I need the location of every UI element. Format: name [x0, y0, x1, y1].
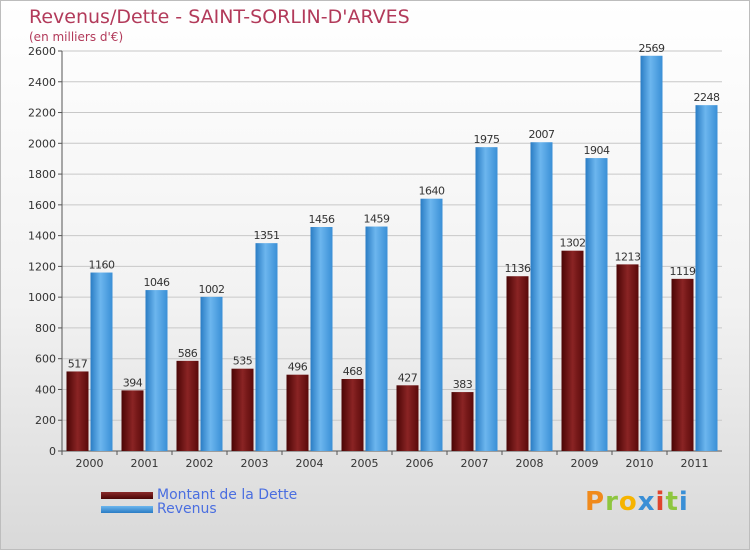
bar-revenus: [530, 142, 553, 451]
chart-title: Revenus/Dette - SAINT-SORLIN-D'ARVES: [29, 6, 410, 28]
y-tick-label: 1800: [28, 168, 56, 181]
logo-letter: t: [665, 487, 679, 517]
y-tick-label: 2200: [28, 107, 56, 120]
x-tick-label: 2006: [406, 457, 434, 470]
data-label: 1975: [474, 133, 500, 146]
logo-letter: P: [585, 487, 606, 517]
bar-revenus: [145, 290, 168, 451]
data-label: 517: [68, 357, 88, 370]
bar-dette: [341, 379, 364, 451]
logo-letter: x: [637, 487, 656, 517]
x-tick-label: 2009: [571, 457, 599, 470]
y-tick-label: 2600: [28, 45, 56, 58]
x-tick-label: 2005: [351, 457, 379, 470]
data-label: 1136: [505, 262, 531, 275]
y-tick-label: 400: [35, 383, 56, 396]
data-label: 1302: [560, 237, 586, 250]
bar-revenus: [585, 158, 608, 452]
bar-dette: [616, 264, 639, 451]
x-tick-label: 2004: [296, 457, 324, 470]
data-label: 394: [123, 376, 143, 389]
x-tick-label: 2010: [626, 457, 654, 470]
bar-dette: [286, 374, 309, 451]
y-tick-label: 600: [35, 353, 56, 366]
logo-letter: i: [655, 487, 666, 517]
data-label: 2569: [639, 42, 665, 55]
data-label: 1213: [615, 250, 641, 263]
data-label: 1904: [584, 144, 610, 157]
legend-swatch-dette: [101, 492, 153, 499]
bar-dette: [506, 276, 529, 451]
data-label: 535: [233, 355, 253, 368]
data-label: 496: [288, 361, 308, 374]
bar-dette: [671, 278, 694, 451]
data-label: 1456: [309, 213, 335, 226]
bar-revenus: [365, 226, 388, 451]
y-tick-label: 1000: [28, 291, 56, 304]
proxiti-logo: Proxiti: [585, 487, 689, 517]
bar-revenus: [255, 243, 278, 451]
data-label: 586: [178, 347, 198, 360]
x-tick-label: 2003: [241, 457, 269, 470]
x-tick-label: 2007: [461, 457, 489, 470]
data-label: 427: [398, 371, 418, 384]
data-label: 383: [453, 378, 473, 391]
bar-dette: [231, 368, 254, 451]
data-label: 2248: [694, 91, 720, 104]
bar-dette: [451, 392, 474, 451]
bar-revenus: [475, 147, 498, 451]
data-label: 468: [343, 365, 363, 378]
legend-label-dette: Montant de la Dette: [157, 487, 298, 503]
y-tick-label: 800: [35, 322, 56, 335]
bar-revenus: [640, 55, 663, 452]
bar-dette: [66, 371, 89, 451]
x-tick-label: 2011: [681, 457, 709, 470]
data-label: 1160: [89, 259, 115, 272]
x-tick-label: 2008: [516, 457, 544, 470]
bar-dette: [396, 385, 419, 451]
bar-revenus: [310, 227, 333, 451]
legend-swatch-revenus: [101, 506, 153, 513]
x-tick-label: 2000: [76, 457, 104, 470]
data-label: 1459: [364, 213, 390, 226]
logo-letter: o: [618, 487, 638, 517]
y-tick-label: 1200: [28, 260, 56, 273]
bar-revenus: [90, 272, 113, 451]
data-label: 1046: [144, 276, 170, 289]
data-label: 1002: [199, 283, 225, 296]
y-tick-label: 1400: [28, 230, 56, 243]
data-label: 2007: [529, 128, 555, 141]
bar-dette: [561, 250, 584, 451]
logo-letter: r: [605, 487, 619, 517]
x-tick-label: 2002: [186, 457, 214, 470]
chart-subtitle: (en milliers d'€): [29, 30, 124, 44]
bar-revenus: [695, 105, 718, 452]
bar-revenus: [420, 198, 443, 451]
data-label: 1640: [419, 185, 445, 198]
y-tick-label: 0: [49, 445, 56, 458]
y-tick-label: 1600: [28, 199, 56, 212]
data-label: 1119: [670, 265, 696, 278]
y-tick-label: 200: [35, 414, 56, 427]
y-tick-label: 2000: [28, 137, 56, 150]
logo-letter: i: [678, 487, 689, 517]
bar-dette: [176, 360, 199, 451]
legend-label-revenus: Revenus: [157, 501, 217, 517]
y-tick-label: 2400: [28, 76, 56, 89]
bar-revenus: [200, 296, 223, 451]
bar-dette: [121, 390, 144, 451]
x-tick-label: 2001: [131, 457, 159, 470]
data-label: 1351: [254, 229, 280, 242]
